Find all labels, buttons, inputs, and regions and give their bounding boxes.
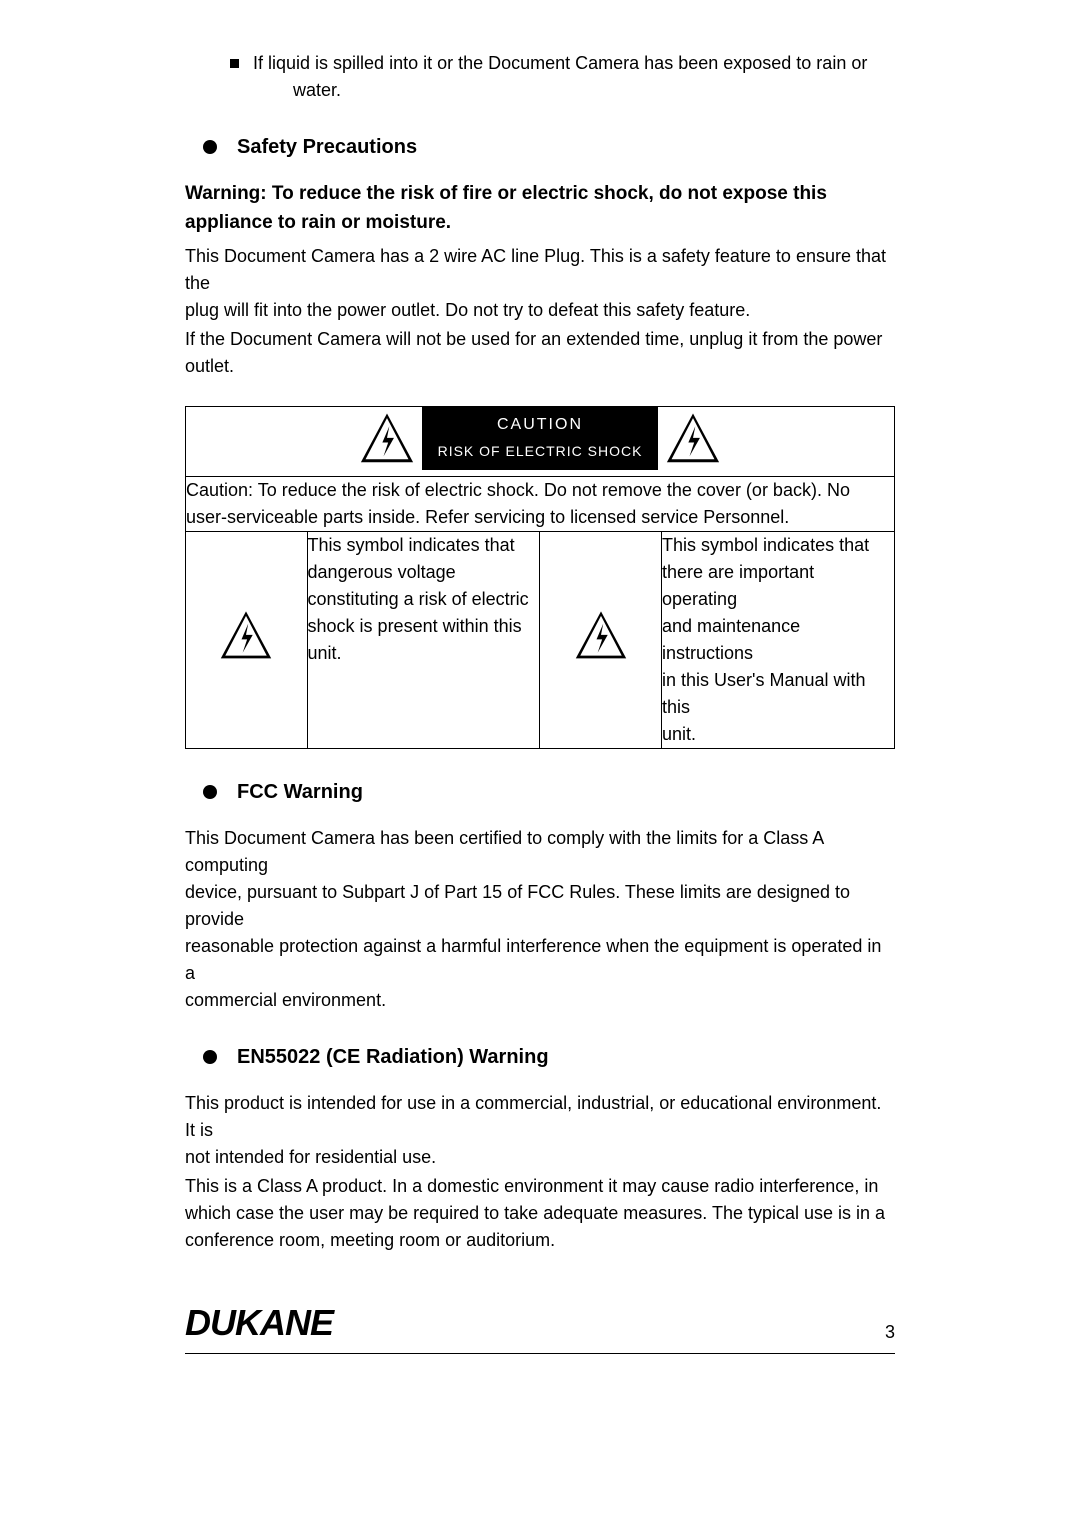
text-line: This product is intended for use in a co…: [185, 1090, 895, 1144]
text-line: plug will fit into the power outlet. Do …: [185, 297, 895, 324]
text-line: which case the user may be required to t…: [185, 1200, 895, 1227]
paragraph: This Document Camera has been certified …: [185, 825, 895, 1014]
paragraph: This Document Camera has a 2 wire AC lin…: [185, 243, 895, 324]
text-line: This Document Camera has been certified …: [185, 825, 895, 879]
text-line: This Document Camera has a 2 wire AC lin…: [185, 243, 895, 297]
text-line: device, pursuant to Subpart J of Part 15…: [185, 879, 895, 933]
shock-warning-icon: [358, 410, 416, 468]
table-row: Caution: To reduce the risk of electric …: [186, 476, 895, 531]
section-heading: EN55022 (CE Radiation) Warning: [237, 1042, 549, 1072]
text-line: This symbol indicates that: [308, 532, 540, 559]
text-line: conference room, meeting room or auditor…: [185, 1227, 895, 1254]
warning-text: Warning: To reduce the risk of fire or e…: [185, 180, 895, 237]
shock-warning-icon: [664, 410, 722, 468]
text-line: there are important operating: [662, 559, 894, 613]
text-line: Caution: To reduce the risk of electric …: [186, 477, 894, 504]
paragraph: This product is intended for use in a co…: [185, 1090, 895, 1171]
text-line: This symbol indicates that: [662, 532, 894, 559]
paragraph: If the Document Camera will not be used …: [185, 326, 895, 380]
page-number: 3: [885, 1319, 895, 1350]
brand-logo: DUKANE: [185, 1296, 333, 1350]
text-line: and maintenance instructions: [662, 613, 894, 667]
text-line: commercial environment.: [185, 987, 895, 1014]
table-row: CAUTION RISK OF ELECTRIC SHOCK: [186, 407, 895, 477]
section-heading: FCC Warning: [237, 777, 363, 807]
text-line: If the Document Camera will not be used …: [185, 326, 895, 353]
text-line: appliance to rain or moisture.: [185, 209, 895, 238]
section-heading-row: EN55022 (CE Radiation) Warning: [203, 1042, 895, 1072]
text-line: Warning: To reduce the risk of fire or e…: [185, 180, 895, 209]
paragraph: This is a Class A product. In a domestic…: [185, 1173, 895, 1254]
text-line: This is a Class A product. In a domestic…: [185, 1173, 895, 1200]
caution-caption-cell: Caution: To reduce the risk of electric …: [186, 476, 895, 531]
text-line: RISK OF ELECTRIC SHOCK: [438, 441, 643, 462]
text-line: unit.: [308, 640, 540, 667]
text-line: shock is present within this: [308, 613, 540, 640]
caution-label: CAUTION RISK OF ELECTRIC SHOCK: [422, 407, 659, 470]
text-line: outlet.: [185, 353, 895, 380]
disc-bullet-icon: [203, 140, 217, 154]
text-line: in this User's Manual with this: [662, 667, 894, 721]
symbol-cell: [540, 531, 662, 748]
text-line: constituting a risk of electric: [308, 586, 540, 613]
text-line: user-serviceable parts inside. Refer ser…: [186, 504, 894, 531]
table-row: This symbol indicates that dangerous vol…: [186, 531, 895, 748]
caution-header-cell: CAUTION RISK OF ELECTRIC SHOCK: [186, 407, 895, 477]
list-item-text: If liquid is spilled into it or the Docu…: [253, 50, 895, 104]
text-line: CAUTION: [438, 413, 643, 437]
text-line: If liquid is spilled into it or the Docu…: [253, 50, 895, 77]
disc-bullet-icon: [203, 1050, 217, 1064]
shock-warning-icon: [218, 608, 274, 664]
section-heading-row: FCC Warning: [203, 777, 895, 807]
text-line: dangerous voltage: [308, 559, 540, 586]
text-line: unit.: [662, 721, 894, 748]
description-cell: This symbol indicates that dangerous vol…: [307, 531, 540, 748]
text-line: reasonable protection against a harmful …: [185, 933, 895, 987]
section-heading-row: Safety Precautions: [203, 132, 895, 162]
shock-warning-icon: [573, 608, 629, 664]
section-heading: Safety Precautions: [237, 132, 417, 162]
symbol-cell: [186, 531, 308, 748]
text-line: water.: [253, 77, 895, 104]
page-footer: DUKANE 3: [185, 1296, 895, 1354]
caution-table: CAUTION RISK OF ELECTRIC SHOCK Caution: …: [185, 406, 895, 749]
text-line: not intended for residential use.: [185, 1144, 895, 1171]
caution-banner: CAUTION RISK OF ELECTRIC SHOCK: [358, 407, 723, 470]
list-item: If liquid is spilled into it or the Docu…: [230, 50, 895, 104]
description-cell: This symbol indicates that there are imp…: [662, 531, 895, 748]
square-bullet-icon: [230, 59, 239, 68]
disc-bullet-icon: [203, 785, 217, 799]
